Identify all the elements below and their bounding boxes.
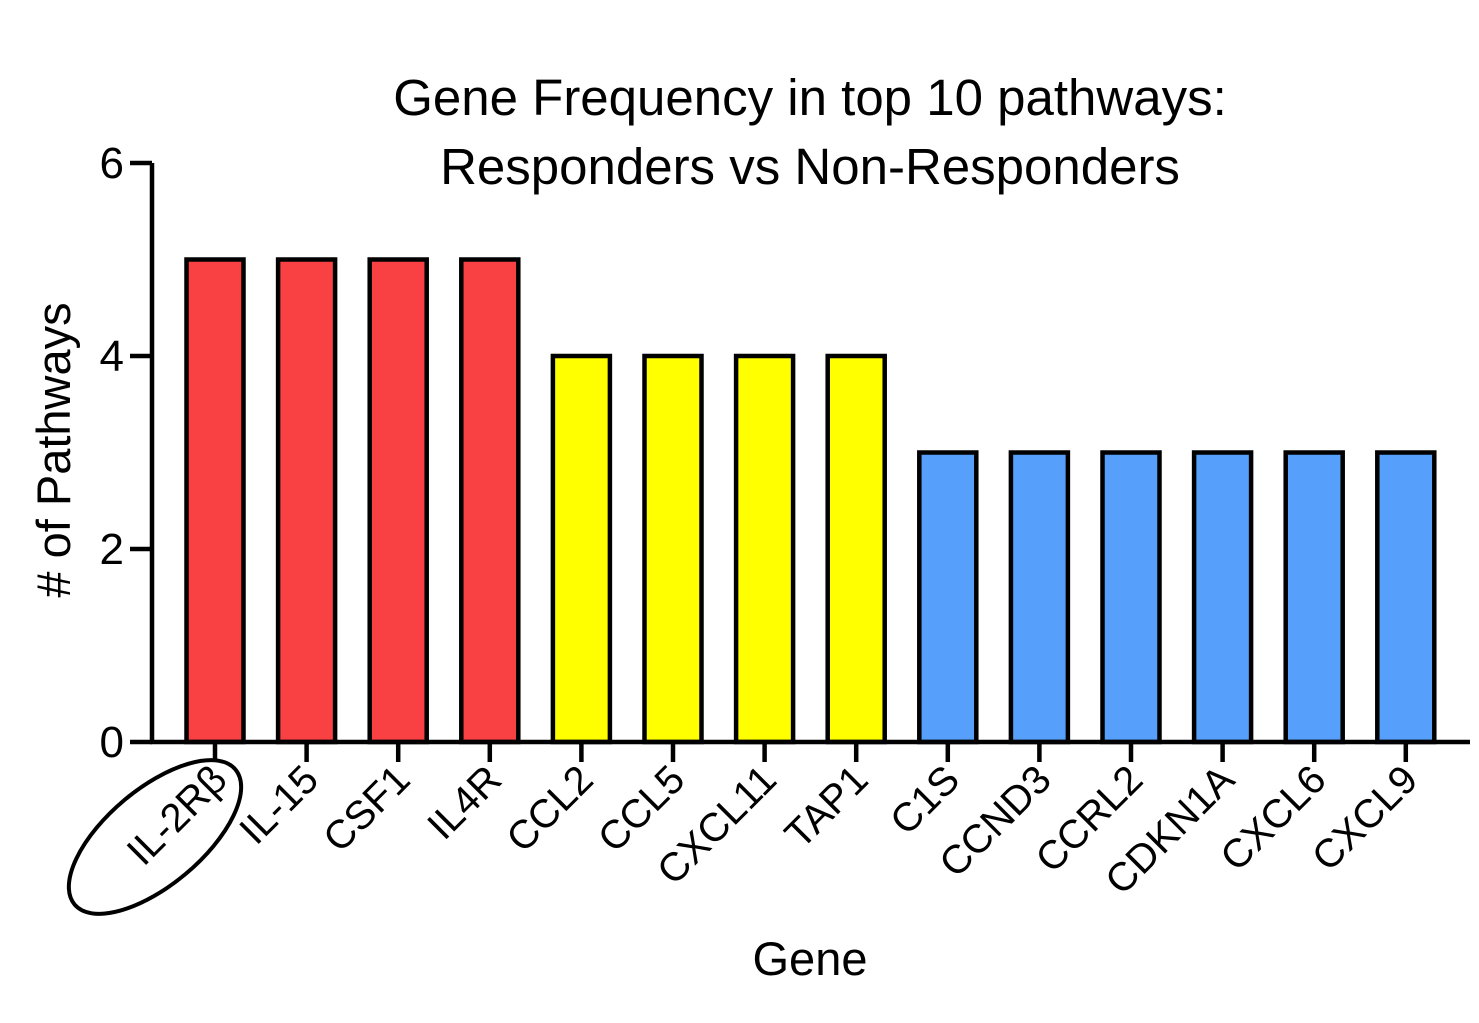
bar-6 xyxy=(733,353,796,745)
chart-title-line-1: Gene Frequency in top 10 pathways: xyxy=(393,69,1227,126)
bar-0 xyxy=(184,257,246,745)
y-tick-label-2: 4 xyxy=(100,332,124,381)
chart-title-line-2: Responders vs Non-Responders xyxy=(440,138,1180,195)
x-tick-label-1: IL-15 xyxy=(231,757,327,853)
x-tick-label-13: CXCL9 xyxy=(1304,757,1426,879)
bar-4 xyxy=(550,353,613,745)
y-tick-label-0: 0 xyxy=(100,718,124,767)
bar-13 xyxy=(1375,450,1437,745)
y-axis-label: # of Pathways xyxy=(27,302,80,597)
x-tick-label-7: TAP1 xyxy=(777,757,877,857)
y-tick-label-3: 6 xyxy=(100,139,124,188)
x-tick-label-0: IL-2Rβ xyxy=(119,757,236,874)
bar-7 xyxy=(825,353,887,745)
bar-11 xyxy=(1191,450,1254,745)
bars-group xyxy=(184,257,1437,745)
bar-1 xyxy=(275,257,338,745)
bar-12 xyxy=(1283,450,1345,745)
x-tick-label-3: IL4R xyxy=(419,757,510,848)
bar-5 xyxy=(642,353,704,745)
bar-2 xyxy=(367,257,429,745)
annotation-ellipse-0 xyxy=(66,758,244,916)
bar-3 xyxy=(459,257,521,745)
x-tick-label-4: CCL2 xyxy=(498,757,601,860)
y-tick-label-1: 2 xyxy=(100,525,124,574)
bar-9 xyxy=(1008,450,1071,745)
x-axis-label: Gene xyxy=(753,932,868,985)
x-tick-label-2: CSF1 xyxy=(315,757,418,860)
annotations-group xyxy=(66,758,244,916)
bar-10 xyxy=(1100,450,1162,745)
bar-8 xyxy=(917,450,979,745)
